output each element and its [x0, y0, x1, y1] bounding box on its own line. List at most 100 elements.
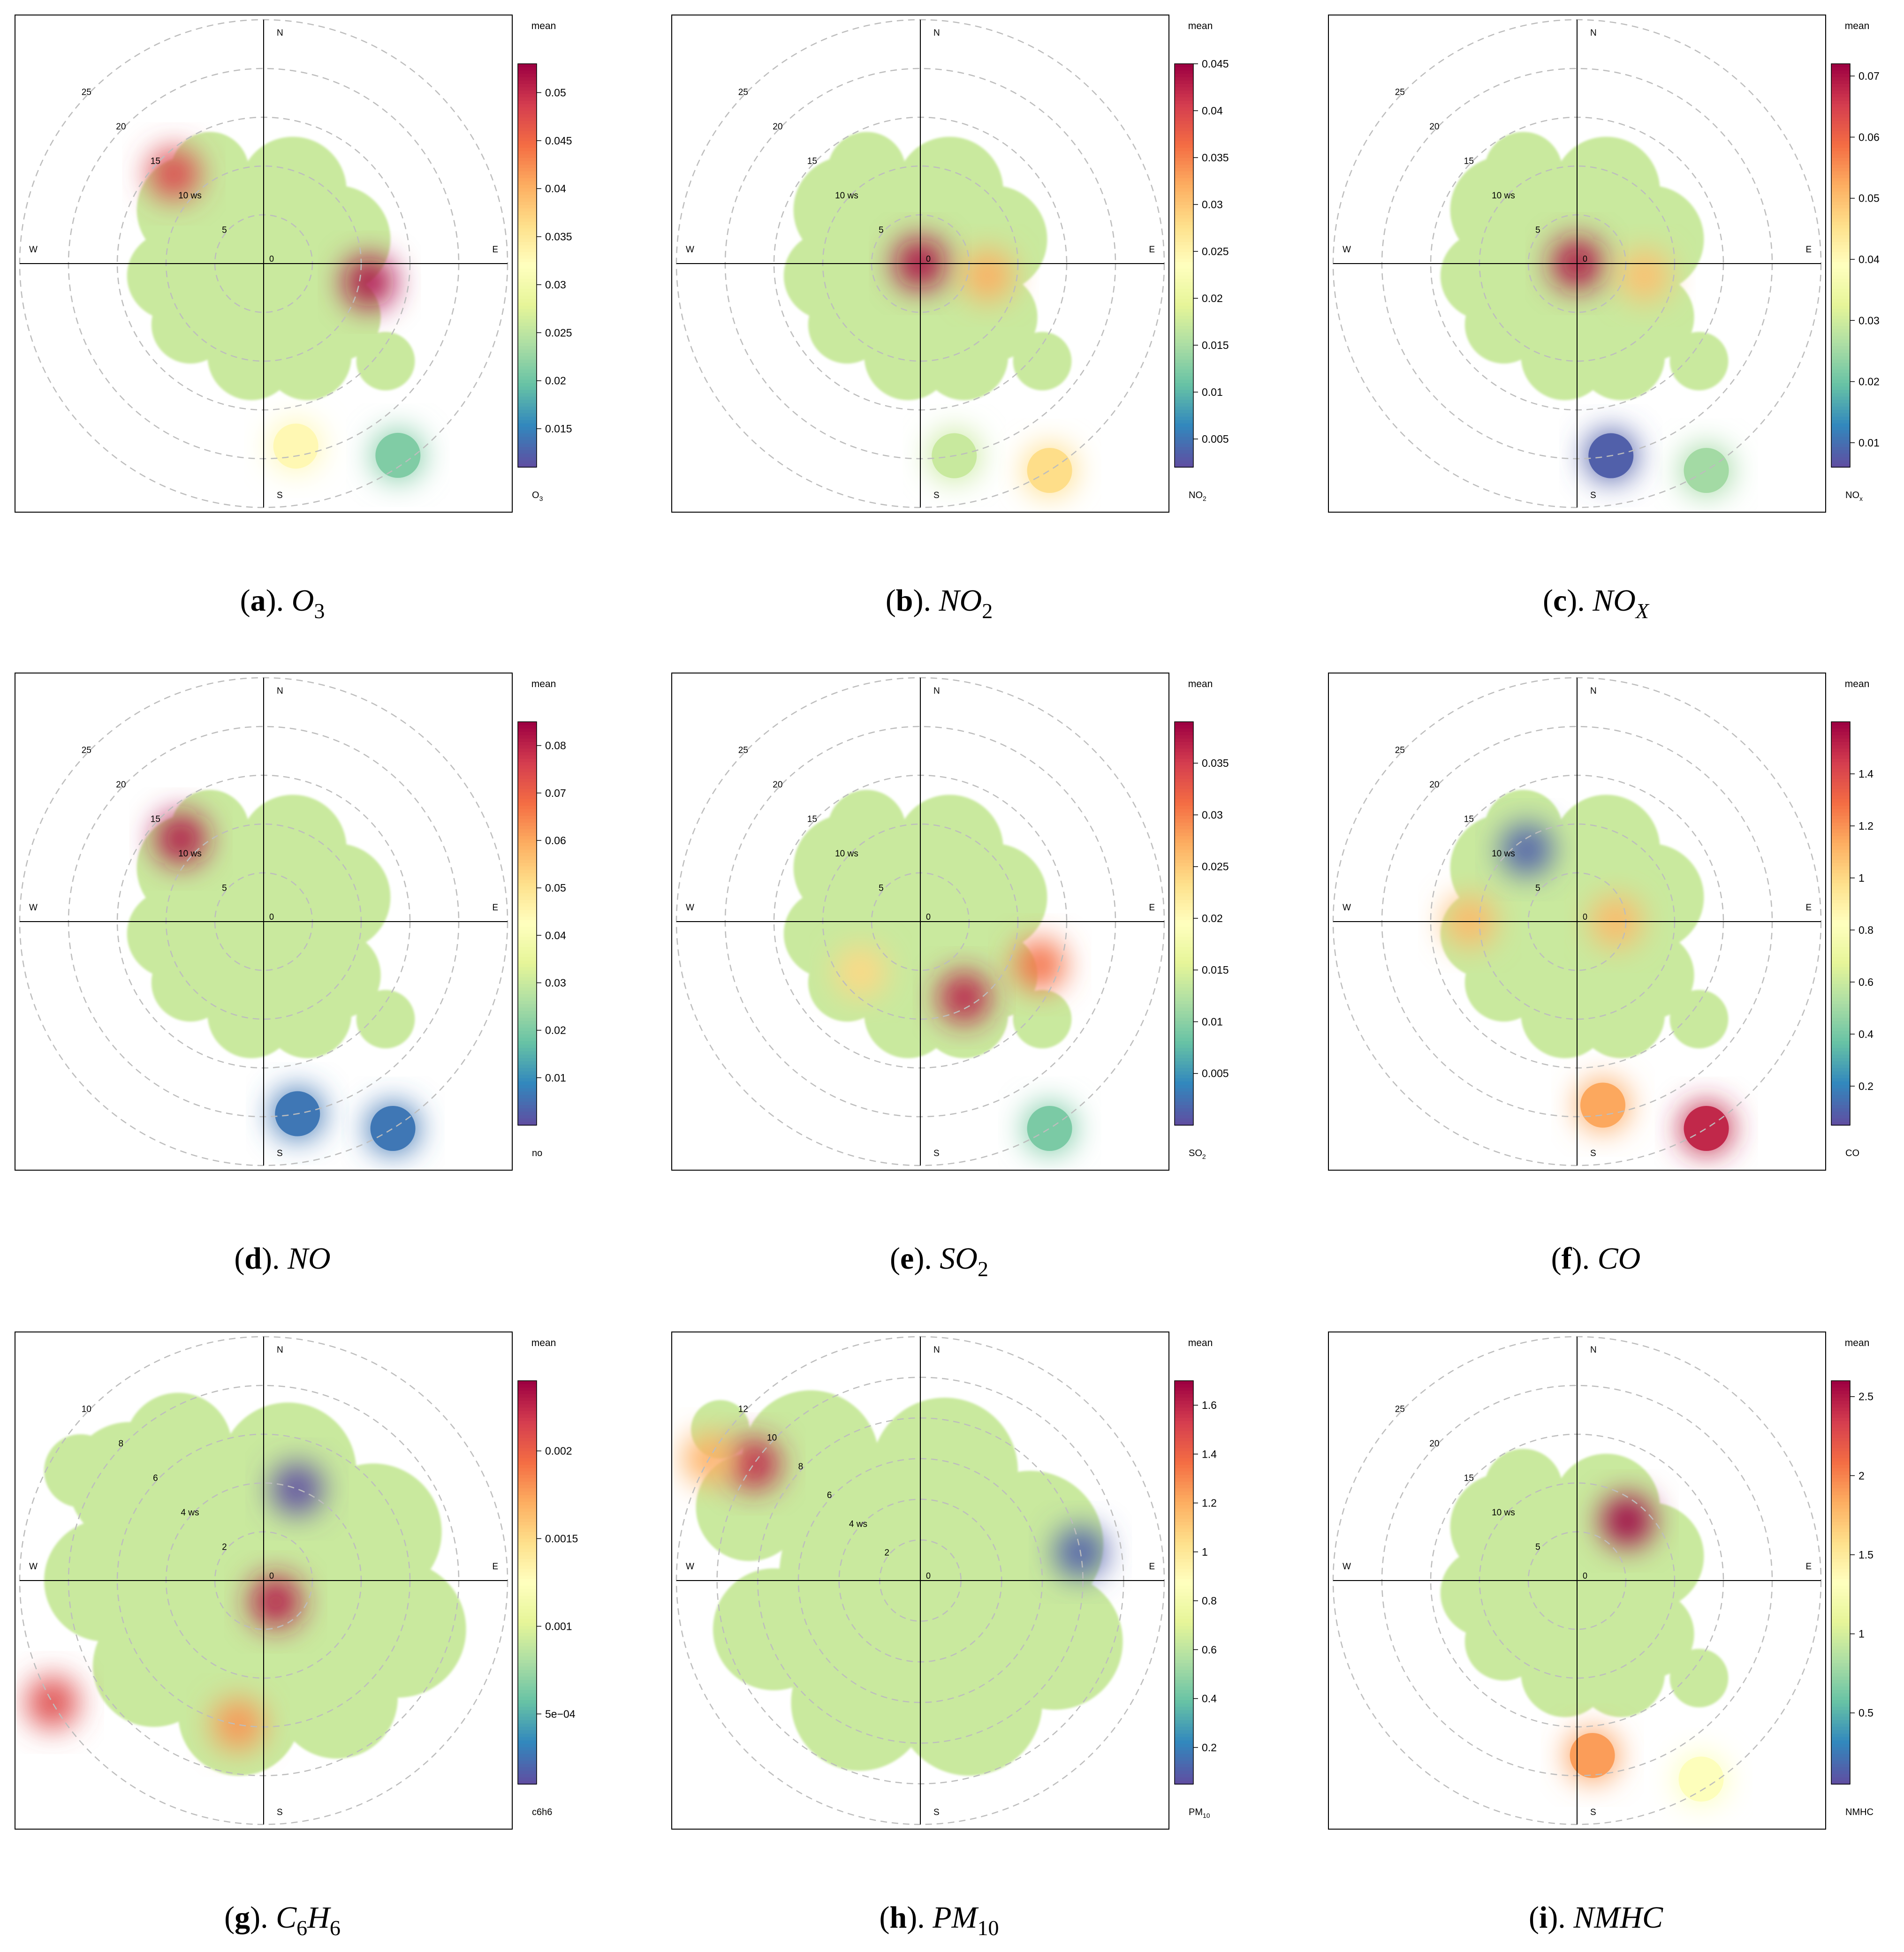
- panel-e: 5 10 ws 15 20 25 N S W E 0: [671, 673, 1169, 1171]
- colorbar-segment: [518, 1586, 537, 1590]
- colorbar-segment: [1831, 856, 1850, 860]
- colorbar-segment: [1831, 1105, 1850, 1109]
- colorbar-segment: [1175, 927, 1193, 931]
- colorbar-segment: [1175, 1754, 1193, 1758]
- colorbar-segment: [518, 1014, 537, 1018]
- colorbar-tick-label: 0.035: [1202, 151, 1229, 164]
- colorbar-segment: [1831, 171, 1850, 175]
- colorbar-segment: [1175, 1502, 1193, 1506]
- colorbar-f: mean 0.2 0.4 0.6 0.8 1 1.2 1.4 CO: [1831, 679, 1874, 1158]
- colorbar-h: mean 0.2 0.4 0.6 0.8 1 1.2 1.4 1.6 PM10: [1174, 1338, 1217, 1819]
- colorbar-segment: [518, 859, 537, 863]
- colorbar-tick-label: 0.8: [1202, 1595, 1217, 1607]
- colorbar-segment: [518, 396, 537, 401]
- colorbar-segment: [518, 420, 537, 424]
- hotspot: [155, 813, 207, 865]
- colorbar-e: mean 0.005 0.01 0.015 0.02 0.025 0.03 0.035 SO2: [1174, 679, 1229, 1160]
- colorbar-segment: [1831, 1713, 1850, 1717]
- colorbar-segment: [518, 930, 537, 934]
- surface-blob: [827, 790, 906, 868]
- colorbar-segment: [1175, 262, 1193, 266]
- colorbar-segment: [1831, 886, 1850, 891]
- colorbar-segment: [1175, 1767, 1193, 1771]
- colorbar-segment: [1831, 1014, 1850, 1018]
- colorbar-segment: [1175, 1011, 1193, 1015]
- colorbar-segment: [518, 870, 537, 874]
- colorbar-segment: [518, 779, 537, 783]
- colorbar-segment: [1175, 1034, 1193, 1038]
- colorbar-segment: [1831, 1663, 1850, 1667]
- colorbar-segment: [518, 758, 537, 763]
- colorbar-segment: [1831, 427, 1850, 431]
- colorbar-segment: [1831, 423, 1850, 427]
- colorbar-segment: [1831, 1441, 1850, 1445]
- colorbar-segment: [1175, 809, 1193, 813]
- colorbar-segment: [518, 1707, 537, 1711]
- colorbar-segment: [1831, 1498, 1850, 1502]
- colorbar-segment: [1831, 309, 1850, 313]
- colorbar-segment: [1831, 859, 1850, 863]
- colorbar-segment: [1175, 1606, 1193, 1610]
- colorbar-segment: [1831, 1767, 1850, 1771]
- colorbar-segment: [1831, 1085, 1850, 1089]
- compass-s: S: [1590, 1149, 1596, 1158]
- colorbar-segment: [1831, 879, 1850, 884]
- colorbar-segment: [518, 1717, 537, 1721]
- colorbar-segment: [518, 463, 537, 468]
- colorbar-segment: [1831, 1054, 1850, 1059]
- colorbar-segment: [1831, 819, 1850, 823]
- colorbar-segment: [1175, 1710, 1193, 1714]
- colorbar-segment: [1831, 238, 1850, 242]
- colorbar-segment: [518, 1088, 537, 1092]
- colorbar-segment: [518, 1518, 537, 1522]
- colorbar-segment: [1831, 987, 1850, 991]
- ring-label: 5: [879, 225, 884, 235]
- plot-area: 5 10 ws 15 20 25: [1332, 19, 1822, 508]
- colorbar-segment: [1831, 1448, 1850, 1452]
- colorbar-segment: [1175, 1639, 1193, 1643]
- colorbar-segment: [1175, 195, 1193, 199]
- ring-label: 5: [1535, 225, 1540, 235]
- ring-label: 25: [82, 745, 91, 755]
- colorbar-segment: [1831, 1754, 1850, 1758]
- colorbar-segment: [518, 249, 537, 253]
- colorbar-segment: [1175, 232, 1193, 236]
- colorbar-segment: [518, 336, 537, 340]
- colorbar-segment: [1831, 1555, 1850, 1559]
- colorbar-segment: [1831, 1044, 1850, 1049]
- colorbar-segment: [1175, 950, 1193, 954]
- colorbar-segment: [1831, 970, 1850, 975]
- colorbar-segment: [518, 1538, 537, 1543]
- colorbar-segment: [1175, 1566, 1193, 1570]
- colorbar-segment: [1175, 1068, 1193, 1072]
- colorbar-segment: [1831, 1596, 1850, 1600]
- colorbar-segment: [1175, 890, 1193, 894]
- colorbar-segment: [1831, 853, 1850, 857]
- colorbar-segment: [1831, 1687, 1850, 1691]
- colorbar-segment: [1175, 1112, 1193, 1116]
- colorbar-tick-label: 0.08: [545, 740, 566, 752]
- colorbar-segment: [1831, 1508, 1850, 1513]
- colorbar-segment: [518, 1656, 537, 1660]
- colorbar-segment: [518, 853, 537, 857]
- colorbar-segment: [1175, 1713, 1193, 1717]
- colorbar-segment: [1175, 947, 1193, 951]
- colorbar-segment: [1175, 1498, 1193, 1502]
- colorbar-segment: [1831, 1623, 1850, 1627]
- colorbar-segment: [1831, 100, 1850, 105]
- colorbar-segment: [1831, 769, 1850, 773]
- colorbar-segment: [518, 953, 537, 958]
- colorbar-segment: [1175, 953, 1193, 958]
- colorbar-segment: [518, 792, 537, 796]
- colorbar-segment: [1831, 967, 1850, 971]
- colorbar-segment: [1175, 846, 1193, 850]
- colorbar-tick-label: 0.6: [1202, 1643, 1217, 1656]
- colorbar-segment: [518, 269, 537, 273]
- colorbar-segment: [1831, 1034, 1850, 1038]
- colorbar-segment: [1175, 1703, 1193, 1708]
- colorbar-segment: [1831, 1454, 1850, 1459]
- compass-s: S: [277, 491, 283, 500]
- colorbar-unit: O3: [532, 490, 543, 502]
- ring-label: 8: [119, 1439, 124, 1449]
- surface-blob: [864, 970, 952, 1059]
